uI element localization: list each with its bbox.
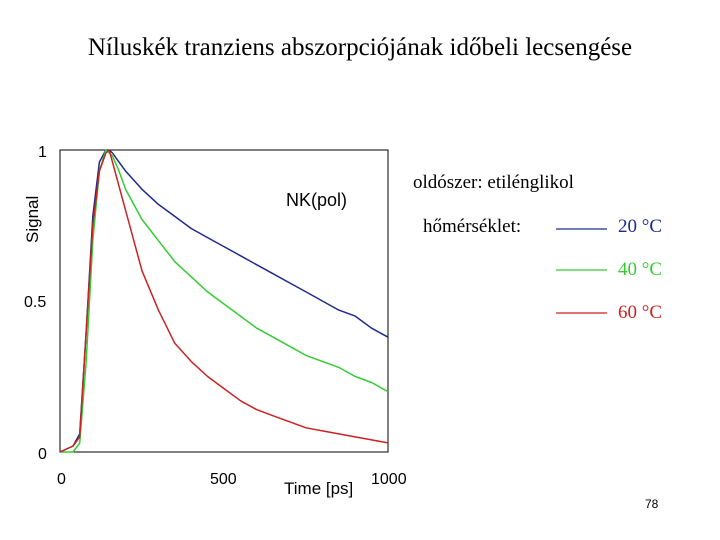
y-tick-label-1: 1	[38, 144, 47, 161]
x-tick-label-0: 0	[57, 471, 66, 488]
y-tick-label-0: 0	[38, 446, 47, 463]
solvent-note: oldószer: etilénglikol	[413, 172, 574, 193]
page-number: 78	[645, 497, 659, 511]
series-line-20c	[59, 149, 389, 453]
series-line-60c	[59, 149, 389, 453]
slide-title: Níluskék tranziens abszorpciójának időbe…	[87, 34, 633, 61]
temperature-label: hőmérséklet:	[423, 216, 521, 237]
x-axis-title: Time [ps]	[284, 479, 353, 498]
sample-annotation: NK(pol)	[286, 190, 347, 210]
x-tick-label-1000: 1000	[371, 471, 407, 488]
plot-frame	[59, 149, 389, 453]
legend-label-40c: 40 °C	[618, 259, 662, 280]
x-tick-label-500: 500	[210, 471, 237, 488]
series-layer	[59, 149, 389, 453]
y-tick-label-0.5: 0.5	[24, 294, 46, 311]
series-line-40c	[60, 149, 389, 453]
legend-label-20c: 20 °C	[618, 216, 662, 237]
legend-label-60c: 60 °C	[618, 302, 662, 323]
y-axis-title: Signal	[23, 196, 42, 243]
